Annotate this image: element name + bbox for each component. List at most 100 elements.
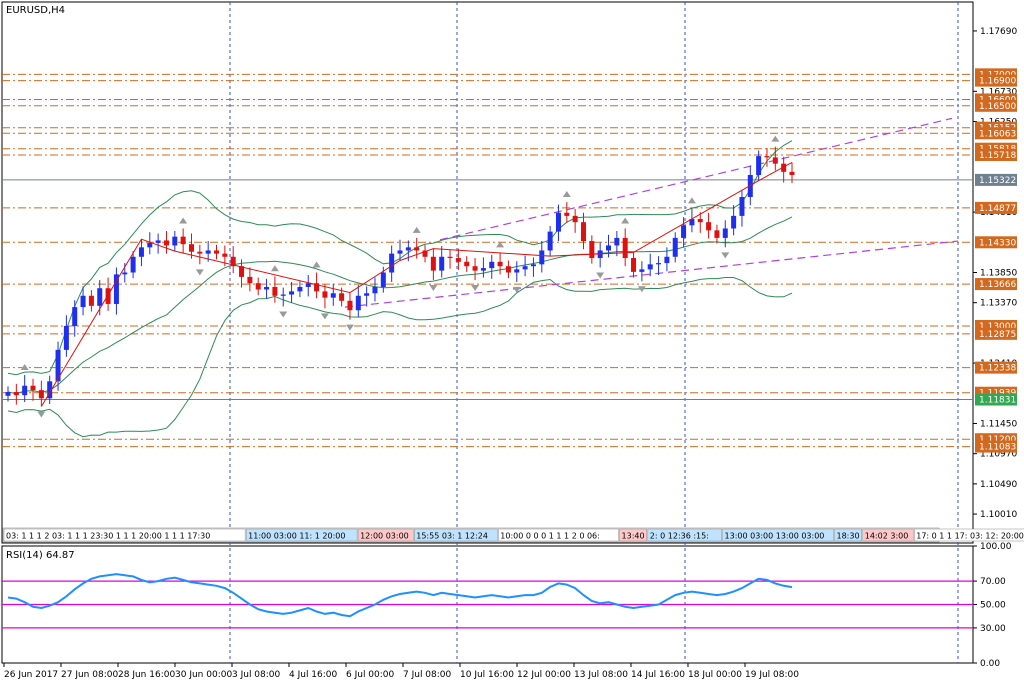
bull-candle bbox=[72, 307, 78, 326]
level-label: 1.14877 bbox=[979, 204, 1016, 214]
bull-candle bbox=[722, 228, 728, 238]
bull-candle bbox=[530, 264, 536, 267]
price-tick-label: 1.13370 bbox=[980, 299, 1017, 309]
rsi-label: RSI(14) 64.87 bbox=[6, 550, 75, 561]
bear-candle bbox=[464, 261, 470, 267]
bull-candle bbox=[22, 385, 28, 396]
date-tick-label: 7 Jul 08:00 bbox=[403, 670, 452, 680]
bull-candle bbox=[614, 237, 620, 246]
chart-title: EURUSD,H4 bbox=[6, 5, 65, 16]
bear-candle bbox=[339, 293, 345, 301]
status-segment-text: 13:00 03:00 13:00 03:00 bbox=[725, 532, 825, 541]
fractal-down-marker bbox=[471, 285, 480, 292]
bear-candle bbox=[430, 256, 436, 271]
zigzag-line bbox=[40, 161, 793, 407]
bull-candle bbox=[155, 240, 161, 243]
bull-candle bbox=[130, 256, 136, 273]
fractal-down-marker bbox=[195, 269, 204, 276]
rsi-tick-label: 70.00 bbox=[980, 577, 1006, 587]
status-segment bbox=[619, 528, 648, 542]
bull-candle bbox=[689, 219, 695, 226]
fractal-up-marker bbox=[771, 135, 780, 142]
bear-candle bbox=[706, 222, 712, 231]
level-label-bg bbox=[975, 327, 1017, 340]
rsi-panel: 100.00 70.00 50.00 30.00 0.00 bbox=[2, 542, 1012, 669]
bear-candle bbox=[222, 253, 228, 257]
date-tick-label: 4 Jul 16:00 bbox=[289, 670, 338, 680]
fractal-down-marker bbox=[429, 285, 438, 292]
status-segment-text: 11:00 03:00 11: 1 20:00 bbox=[248, 532, 345, 541]
level-label: 1.11200 bbox=[979, 435, 1016, 445]
status-segment bbox=[722, 528, 834, 542]
bull-candle bbox=[330, 293, 336, 298]
date-tick-label: 19 Jul 08:00 bbox=[745, 670, 799, 680]
price-tick-label: 1.17690 bbox=[980, 27, 1017, 37]
fractal-up-marker bbox=[412, 226, 421, 233]
status-segment bbox=[647, 528, 722, 542]
bear-candle bbox=[322, 291, 328, 298]
bull-candle bbox=[681, 225, 687, 238]
bull-candle bbox=[113, 274, 119, 304]
date-tick-label: 3 Jul 08:00 bbox=[232, 670, 281, 680]
status-segment-text: 14:02 3:00 bbox=[865, 532, 909, 541]
bear-candle bbox=[197, 251, 203, 254]
bull-candle bbox=[355, 295, 361, 311]
level-label: 1.13666 bbox=[979, 280, 1016, 290]
bear-candle bbox=[564, 212, 570, 216]
bull-candle bbox=[672, 237, 678, 257]
bull-candle bbox=[380, 272, 386, 287]
price-tick-label: 1.16730 bbox=[980, 87, 1017, 97]
status-segment bbox=[498, 528, 619, 542]
bull-candle bbox=[55, 349, 61, 382]
bear-candle bbox=[105, 288, 111, 304]
status-segment-text: 17: 0 1 1 17: 03: 12: 20:00 bbox=[916, 532, 1024, 541]
bull-candle bbox=[731, 215, 737, 229]
bull-candle bbox=[405, 247, 411, 251]
rsi-tick-label: 50.00 bbox=[980, 601, 1006, 611]
bear-candle bbox=[714, 230, 720, 238]
level-label-bg bbox=[975, 236, 1017, 249]
bear-candle bbox=[239, 266, 245, 277]
status-segment bbox=[357, 528, 414, 542]
bull-candle bbox=[664, 256, 670, 264]
status-segment bbox=[834, 528, 862, 542]
level-label: 1.12875 bbox=[979, 330, 1016, 340]
rsi-tick-label: 0.00 bbox=[980, 659, 1000, 669]
fractal-up-marker bbox=[270, 265, 279, 272]
level-label-bg bbox=[975, 99, 1017, 112]
bull-candle bbox=[489, 261, 495, 269]
bull-candle bbox=[389, 253, 395, 273]
fractal-up-marker bbox=[179, 217, 188, 224]
bull-candle bbox=[297, 286, 303, 292]
bull-candle bbox=[514, 269, 520, 273]
status-strip: 03: 1 1 1 2 03: 1 1 1 23:30 1 1 1 20:00 … bbox=[2, 527, 1024, 543]
bull-candle bbox=[63, 325, 69, 350]
level-label-bg bbox=[975, 148, 1017, 161]
rsi-tick-label: 100.00 bbox=[980, 542, 1012, 552]
bull-candle bbox=[639, 269, 645, 272]
bear-candle bbox=[163, 240, 169, 246]
bear-candle bbox=[188, 244, 194, 252]
bear-candle bbox=[631, 258, 637, 272]
price-tick-label: 1.10010 bbox=[980, 510, 1017, 520]
fractal-down-marker bbox=[279, 311, 288, 318]
status-segment bbox=[914, 528, 1024, 542]
date-tick-label: 27 Jun 08:00 bbox=[61, 670, 118, 680]
bull-candle bbox=[522, 266, 528, 270]
bear-candle bbox=[230, 256, 236, 267]
bollinger-middle bbox=[7, 216, 793, 395]
price-tick-label: 1.10490 bbox=[980, 480, 1017, 490]
bear-candle bbox=[497, 261, 503, 267]
channel-upper-line bbox=[439, 117, 953, 241]
level-labels: 1.170001.169001.166001.165001.161521.160… bbox=[975, 68, 1017, 453]
fractal-down-marker bbox=[512, 286, 521, 293]
level-label: 1.12338 bbox=[979, 364, 1016, 374]
bear-candle bbox=[572, 215, 578, 223]
bull-candle bbox=[289, 291, 295, 295]
bear-candle bbox=[781, 163, 787, 172]
bull-candle bbox=[372, 286, 378, 294]
bull-candle bbox=[756, 156, 762, 175]
bull-candle bbox=[647, 264, 653, 270]
status-segment-text: 18:30 bbox=[837, 532, 860, 541]
